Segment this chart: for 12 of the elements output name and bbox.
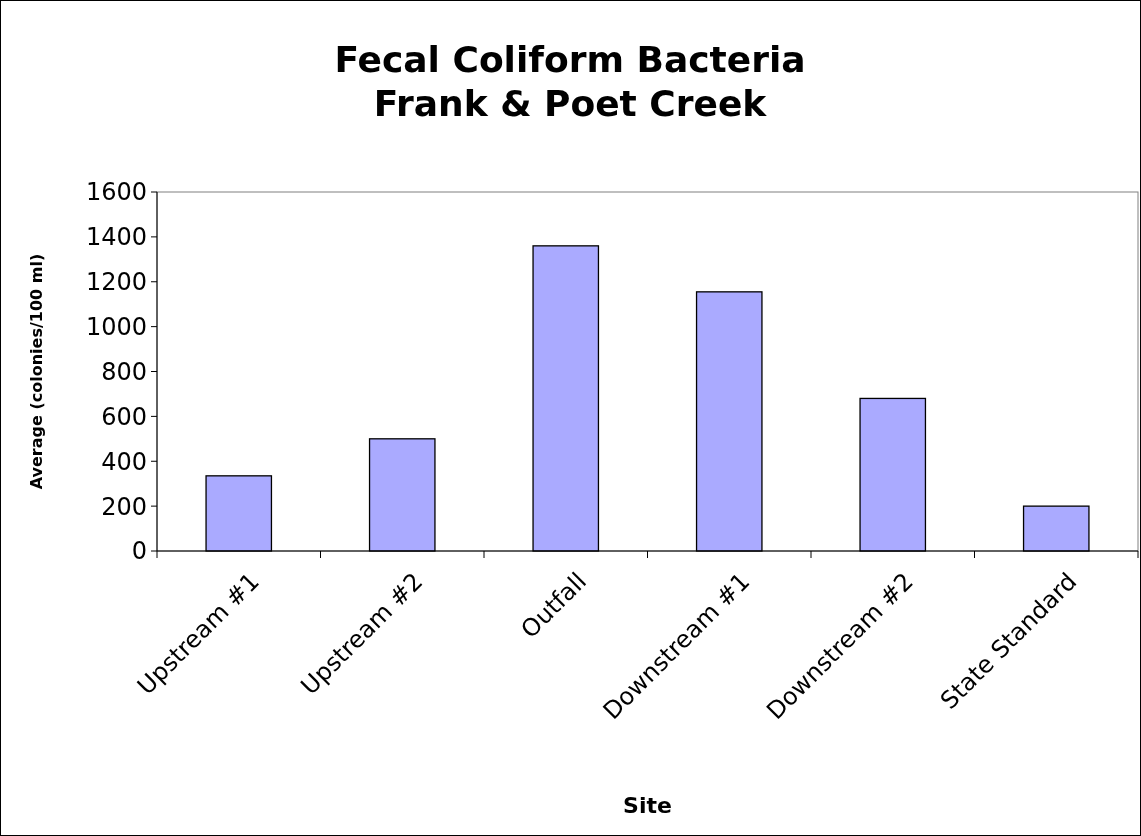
y-tick-label: 400 [101, 447, 147, 476]
y-tick-label: 200 [101, 492, 147, 521]
y-tick-label: 600 [101, 402, 147, 431]
y-tick-label: 0 [131, 537, 147, 566]
chart-title: Fecal Coliform Bacteria Frank & Poet Creek [334, 39, 806, 124]
y-tick-label: 1400 [85, 223, 147, 252]
y-tick-label: 800 [101, 357, 147, 386]
y-tick-label: 1000 [85, 313, 147, 342]
y-tick-label: 1200 [85, 268, 147, 297]
y-tick-label: 1600 [85, 178, 147, 207]
y-axis-title: Average (colonies/100 ml) [27, 253, 46, 490]
x-axis-title: Site [623, 793, 672, 818]
